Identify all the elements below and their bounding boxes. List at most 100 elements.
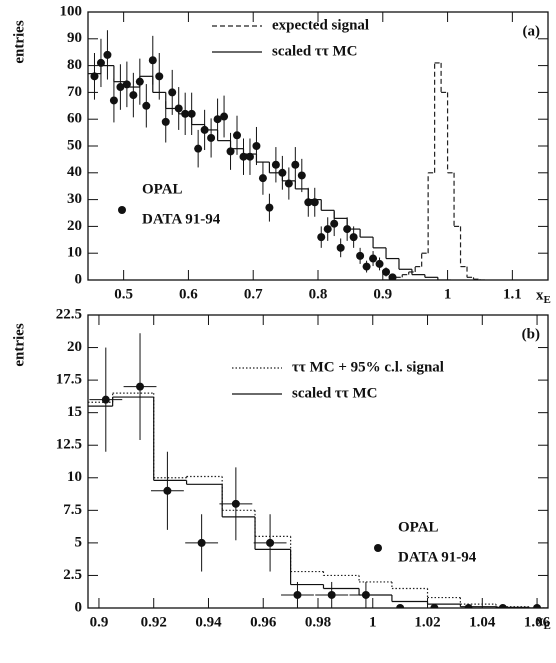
legend-label: ττ MC + 95% c.l. signal bbox=[292, 359, 444, 375]
data-point bbox=[239, 152, 248, 161]
data-point bbox=[103, 50, 112, 59]
data-point bbox=[362, 262, 371, 271]
x-tick-label: 1 bbox=[369, 614, 377, 630]
data-point bbox=[96, 58, 105, 67]
y-tick-label: 17.5 bbox=[56, 372, 82, 388]
y-tick-label: 40 bbox=[67, 164, 82, 180]
y-tick-label: 50 bbox=[67, 137, 82, 153]
y-tick-label: 100 bbox=[60, 3, 83, 19]
y-tick-label: 22.5 bbox=[56, 306, 82, 322]
data-point bbox=[327, 590, 336, 599]
y-tick-label: 60 bbox=[67, 111, 82, 127]
y-tick-label: 70 bbox=[67, 84, 82, 100]
y-tick-label: 90 bbox=[67, 30, 82, 46]
x-tick-label: 1.1 bbox=[503, 286, 522, 302]
data-point bbox=[213, 115, 222, 124]
data-point bbox=[291, 160, 300, 169]
data-point bbox=[200, 125, 209, 134]
data-point bbox=[155, 72, 164, 81]
legend-sublabel: DATA 91-94 bbox=[142, 211, 221, 227]
data-point bbox=[382, 267, 391, 276]
y-tick-label: 0 bbox=[75, 271, 83, 287]
data-point bbox=[174, 104, 183, 113]
data-point bbox=[533, 604, 542, 608]
y-tick-label: 10 bbox=[67, 245, 82, 261]
data-point bbox=[278, 168, 287, 177]
data-point bbox=[197, 538, 206, 547]
data-point bbox=[142, 101, 151, 110]
x-tick-label: 1.06 bbox=[524, 614, 551, 630]
data-point bbox=[310, 198, 319, 207]
data-point bbox=[464, 604, 473, 608]
y-tick-label: 15 bbox=[67, 404, 82, 420]
data-point bbox=[194, 144, 203, 153]
y-tick-label: 5 bbox=[75, 534, 83, 550]
x-tick-label: 0.9 bbox=[90, 614, 109, 630]
y-tick-label: 12.5 bbox=[56, 437, 82, 453]
x-tick-label: 0.94 bbox=[195, 614, 222, 630]
data-point bbox=[297, 171, 306, 180]
data-point bbox=[265, 203, 274, 212]
data-point bbox=[231, 499, 240, 508]
data-point bbox=[135, 77, 144, 86]
x-tick-label: 0.96 bbox=[250, 614, 277, 630]
legend-label: OPAL bbox=[398, 519, 439, 535]
data-point bbox=[284, 179, 293, 188]
legend-marker bbox=[118, 206, 126, 214]
y-tick-label: 80 bbox=[67, 57, 82, 73]
data-point bbox=[336, 243, 345, 252]
data-point bbox=[388, 273, 397, 280]
legend-label: scaled ττ MC bbox=[292, 385, 377, 401]
data-point bbox=[116, 83, 125, 92]
y-tick-label: 30 bbox=[67, 191, 82, 207]
legend-sublabel: DATA 91-94 bbox=[398, 549, 477, 565]
x-axis-label: xE bbox=[536, 287, 551, 305]
data-point bbox=[136, 382, 145, 391]
data-point bbox=[148, 56, 157, 65]
data-point bbox=[304, 198, 313, 207]
plot-area bbox=[88, 30, 487, 280]
panel-label: (b) bbox=[522, 326, 540, 342]
data-point bbox=[323, 225, 332, 234]
x-tick-label: 1.02 bbox=[414, 614, 440, 630]
x-tick-label: 0.5 bbox=[114, 286, 133, 302]
plot-area bbox=[88, 333, 548, 608]
y-tick-label: 20 bbox=[67, 339, 82, 355]
legend-label: expected signal bbox=[272, 17, 369, 33]
data-point bbox=[168, 88, 177, 97]
data-point bbox=[233, 131, 242, 140]
legend-marker bbox=[374, 544, 382, 552]
data-point bbox=[343, 225, 352, 234]
data-point bbox=[375, 259, 384, 268]
x-tick-label: 0.92 bbox=[141, 614, 167, 630]
y-tick-label: 10 bbox=[67, 469, 82, 485]
data-point bbox=[349, 233, 358, 242]
data-point bbox=[220, 112, 229, 121]
plot-frame bbox=[87, 11, 549, 281]
x-tick-label: 0.8 bbox=[309, 286, 328, 302]
data-point bbox=[101, 395, 110, 404]
data-point bbox=[317, 233, 326, 242]
y-tick-label: 20 bbox=[67, 218, 82, 234]
data-point bbox=[271, 160, 280, 169]
x-tick-label: 0.6 bbox=[179, 286, 198, 302]
data-point bbox=[252, 142, 261, 150]
data-point bbox=[258, 174, 267, 183]
x-tick-label: 0.7 bbox=[244, 286, 263, 302]
data-point bbox=[293, 590, 302, 599]
data-point bbox=[187, 109, 196, 118]
x-tick-label: 1 bbox=[444, 286, 452, 302]
x-axis-label-sub: E bbox=[544, 620, 551, 632]
data-point bbox=[122, 80, 131, 89]
y-axis-label: entries bbox=[11, 20, 27, 63]
data-point bbox=[330, 219, 339, 228]
data-point bbox=[109, 96, 118, 105]
data-point bbox=[181, 109, 190, 118]
data-point bbox=[129, 91, 138, 100]
data-point bbox=[396, 604, 405, 608]
y-tick-label: 0 bbox=[75, 599, 83, 615]
data-point bbox=[207, 133, 216, 142]
data-point bbox=[430, 604, 439, 608]
x-tick-label: 0.98 bbox=[305, 614, 331, 630]
